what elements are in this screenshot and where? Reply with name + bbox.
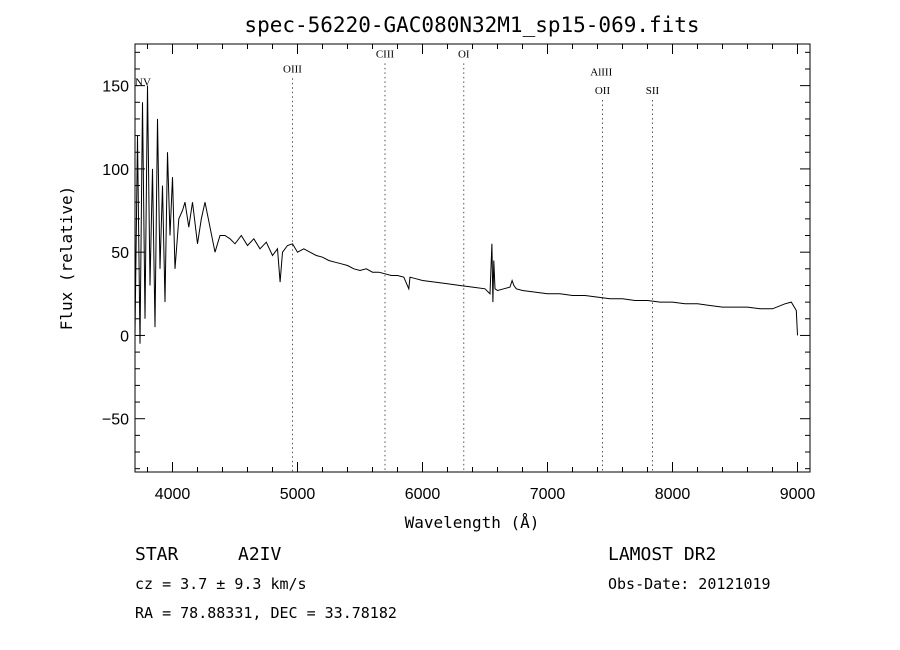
x-tick-label: 9000 <box>780 486 816 503</box>
y-tick-label: 50 <box>111 245 129 262</box>
y-tick-label: 0 <box>120 328 129 345</box>
spectral-line-label: AlIII <box>590 67 612 79</box>
x-tick-label: 7000 <box>530 486 566 503</box>
spectral-line-label: CIII <box>376 48 395 60</box>
x-axis-label: Wavelength (Å) <box>405 513 540 532</box>
survey-name: LAMOST DR2 <box>608 544 716 565</box>
spectral-line-markers: NV OIII CIII OI AlIII OII SII <box>135 48 660 472</box>
spectral-line-label: NV <box>135 77 151 89</box>
plot-frame <box>134 43 811 473</box>
spectral-line-label: OII <box>595 85 611 97</box>
y-tick-label: 100 <box>102 162 129 179</box>
chart-title: spec-56220-GAC080N32M1_sp15-069.fits <box>244 13 699 37</box>
y-axis: −50 0 50 100 150 <box>102 51 810 470</box>
x-tick-label: 5000 <box>280 486 316 503</box>
spectral-line-label: SII <box>646 85 660 97</box>
y-tick-label: −50 <box>102 412 129 429</box>
obs-date: Obs-Date: 20121019 <box>608 575 771 593</box>
spectrum-line <box>134 85 798 344</box>
spectral-line-label: OIII <box>283 63 302 75</box>
x-tick-label: 8000 <box>655 486 691 503</box>
spectral-line-label: OI <box>458 48 470 60</box>
x-tick-label: 6000 <box>405 486 441 503</box>
redshift-cz: cz = 3.7 ± 9.3 km/s <box>135 575 307 593</box>
coordinates: RA = 78.88331, DEC = 33.78182 <box>135 604 397 622</box>
object-subclass: A2IV <box>238 544 282 565</box>
x-tick-label: 4000 <box>155 486 191 503</box>
x-axis: 4000 5000 6000 7000 8000 9000 <box>147 44 816 503</box>
object-class: STAR <box>135 544 179 565</box>
y-axis-label: Flux (relative) <box>57 186 76 331</box>
y-tick-label: 150 <box>102 79 129 96</box>
